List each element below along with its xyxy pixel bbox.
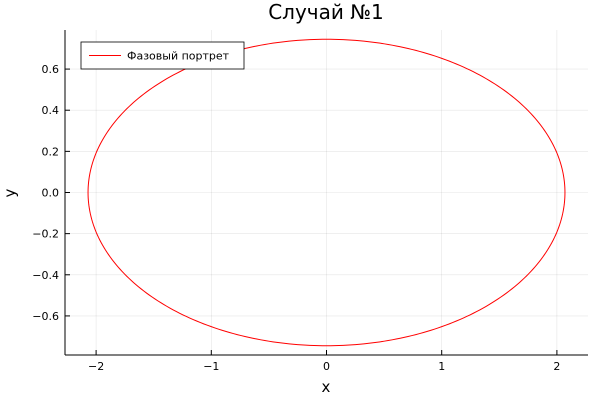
y-tick-label: 0.0: [42, 187, 60, 200]
y-tick-label: 0.6: [42, 63, 60, 76]
y-tick-label: 0.4: [42, 104, 60, 117]
x-tick-label: 0: [323, 360, 330, 373]
x-tick-label: −1: [203, 360, 219, 373]
y-tick-label: −0.4: [32, 269, 59, 282]
x-ticks: −2 −1 0 1 2: [88, 350, 560, 373]
x-tick-label: 2: [553, 360, 560, 373]
x-axis-label: x: [322, 378, 331, 396]
y-tick-label: 0.2: [42, 145, 60, 158]
chart-title: Случай №1: [268, 0, 384, 24]
series-line-0: [87, 38, 566, 347]
legend: Фазовый портрет: [80, 41, 245, 70]
grid: [65, 30, 588, 355]
y-ticks: −0.6 −0.4 −0.2 0.0 0.2 0.4 0.6: [32, 63, 70, 323]
series: [87, 38, 566, 347]
x-tick-label: 1: [438, 360, 445, 373]
x-tick-label: −2: [88, 360, 104, 373]
y-axis-label: y: [1, 188, 19, 197]
legend-label: Фазовый портрет: [127, 50, 230, 63]
y-tick-label: −0.6: [32, 310, 59, 323]
y-tick-label: −0.2: [32, 228, 59, 241]
